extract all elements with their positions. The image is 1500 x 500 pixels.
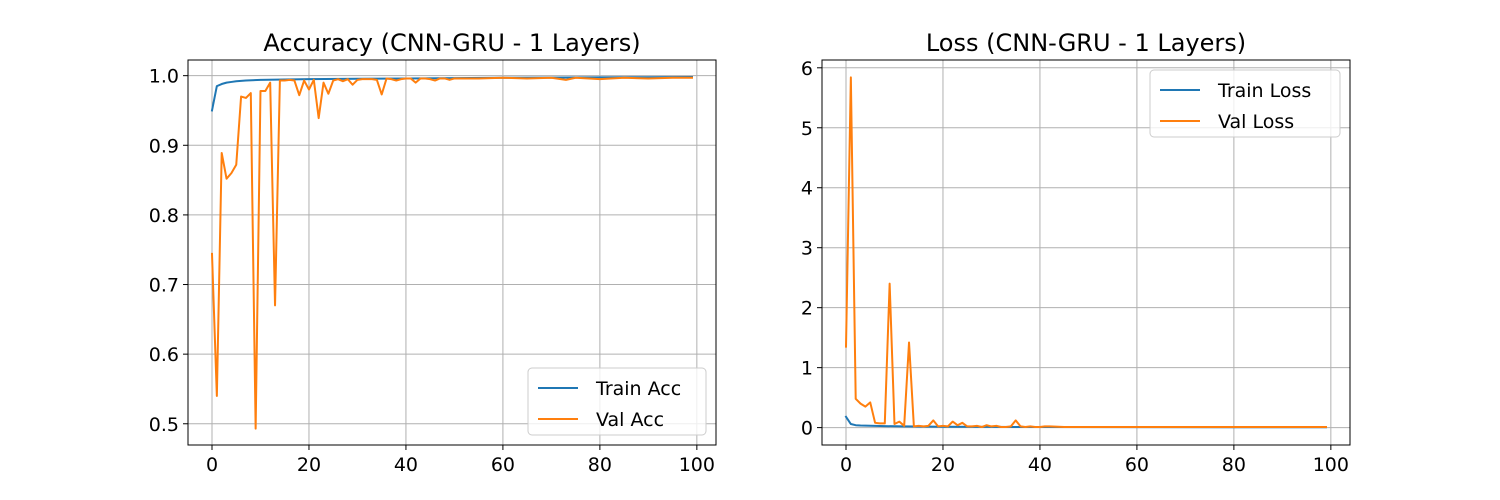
legend-label-val-acc: Val Acc (596, 409, 664, 431)
legend: Train Loss Val Loss (1149, 69, 1341, 138)
x-tick-label: 20 (297, 454, 321, 476)
axes-frame (821, 59, 1351, 446)
series-line-val-acc (210, 76, 693, 430)
y-tick-label: 0.6 (149, 344, 179, 366)
x-tick-label: 0 (206, 454, 218, 476)
x-tick-label: 100 (679, 454, 715, 476)
y-tick-label: 6 (801, 58, 813, 80)
y-tick-label: 0.8 (149, 205, 179, 227)
series-line-train-acc (210, 76, 694, 112)
legend: Train Acc Val Acc (527, 367, 707, 436)
y-tick-label: 5 (801, 118, 813, 140)
x-tick-label: 60 (1125, 454, 1149, 476)
chart-title: Loss (CNN-GRU - 1 Layers) (926, 29, 1246, 57)
y-tick-label: 3 (801, 238, 813, 260)
x-tick-label: 40 (394, 454, 418, 476)
y-tick-label: 0.7 (149, 275, 179, 297)
y-tick-label: 2 (801, 298, 813, 320)
loss-chart: 0 20 40 60 80 100 0 1 2 3 4 5 6 Loss (CNN-GRU - 1 Lay… (801, 29, 1351, 476)
chart-title: Accuracy (CNN-GRU - 1 Layers) (263, 29, 640, 57)
y-tick-label: 0.9 (149, 135, 179, 157)
axes-frame (187, 59, 717, 446)
legend-label-train-loss: Train Loss (1217, 80, 1311, 102)
y-tick-label: 0.5 (149, 414, 179, 436)
x-tick-label: 20 (931, 454, 955, 476)
y-tick-label: 1 (801, 358, 813, 380)
legend-label-val-loss: Val Loss (1218, 111, 1294, 133)
accuracy-chart: 0 20 40 60 80 100 0.5 0.6 0.7 0.8 0.9 1.0 Accuracy (… (149, 29, 717, 476)
x-tick-label: 60 (491, 454, 515, 476)
x-tick-label: 0 (840, 454, 852, 476)
x-tick-label: 80 (1222, 454, 1246, 476)
series-line-val-loss (844, 76, 1327, 429)
y-tick-label: 1.0 (149, 66, 179, 88)
x-tick-label: 100 (1313, 454, 1349, 476)
y-tick-label: 0 (801, 418, 813, 440)
x-tick-label: 80 (588, 454, 612, 476)
x-tick-label: 40 (1028, 454, 1052, 476)
y-tick-label: 4 (801, 178, 813, 200)
legend-label-train-acc: Train Acc (595, 378, 681, 400)
